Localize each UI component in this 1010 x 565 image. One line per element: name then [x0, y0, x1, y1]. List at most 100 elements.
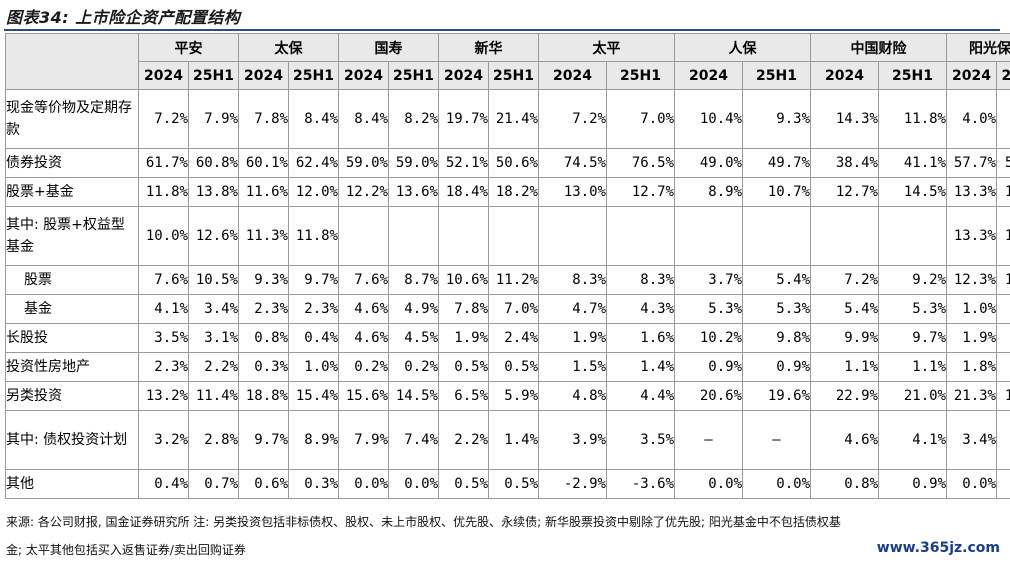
value-cell: 10.4% — [674, 89, 743, 149]
year-header: 25H1 — [288, 61, 339, 90]
year-header: 25H1 — [878, 61, 947, 90]
table-row: 现金等价物及定期存款 7.2% 7.9% 7.8% 8.4% 8.4% 8.2% 19.7% 2… — [5, 89, 1010, 149]
value-cell: 13.6% — [388, 177, 439, 207]
value-cell: 7.0% — [488, 294, 539, 324]
value-cell: 5.4% — [810, 294, 879, 324]
company-header: 国寿 — [338, 33, 439, 62]
value-cell: 21.4% — [488, 89, 539, 149]
value-cell: 9.8% — [742, 323, 811, 353]
value-cell: 9.3% — [238, 265, 289, 295]
value-cell: 1.5% — [538, 352, 607, 382]
value-cell: 0.0% — [338, 469, 389, 499]
value-cell: 0.3% — [238, 352, 289, 382]
company-header-row: 平安太保国寿新华太平人保中国财险阳光保险 — [5, 33, 1010, 90]
value-cell: 9.0% — [996, 89, 1010, 149]
value-cell: 1.6% — [996, 352, 1010, 382]
value-cell: 4.0% — [946, 89, 997, 149]
value-cell: -2.9% — [538, 469, 607, 499]
value-cell: 14.3% — [810, 89, 879, 149]
value-cell: 3.5% — [138, 323, 189, 353]
value-cell: 13.0% — [538, 177, 607, 207]
value-cell: 0.0% — [388, 469, 439, 499]
value-cell: 13.3% — [946, 206, 997, 266]
value-cell: 52.1% — [438, 148, 489, 178]
value-cell: 0.0% — [996, 469, 1010, 499]
value-cell: 19.7% — [438, 89, 489, 149]
value-cell: 60.8% — [188, 148, 239, 178]
value-cell: 3.2% — [138, 410, 189, 470]
value-cell: 38.4% — [810, 148, 879, 178]
value-cell: 11.6% — [238, 177, 289, 207]
year-header: 25H1 — [488, 61, 539, 90]
value-cell: 0.5% — [438, 352, 489, 382]
row-label: 其中: 股票+权益型基金 — [5, 206, 139, 266]
value-cell: 8.7% — [388, 265, 439, 295]
value-cell — [438, 206, 489, 266]
value-cell: 9.7% — [878, 323, 947, 353]
value-cell: 11.3% — [238, 206, 289, 266]
row-label: 投资性房地产 — [5, 352, 139, 382]
value-cell: 13.8% — [188, 177, 239, 207]
value-cell: 5.3% — [878, 294, 947, 324]
table-row: 其他 0.4% 0.7% 0.6% 0.3% 0.0% 0.0% 0.5% 0.5% -2.9% -… — [5, 469, 1010, 499]
value-cell: 0.0% — [946, 469, 997, 499]
year-header: 25H1 — [606, 61, 675, 90]
value-cell: 53.3% — [996, 148, 1010, 178]
value-cell: 1.9% — [538, 323, 607, 353]
value-cell: 11.8% — [138, 177, 189, 207]
value-cell: 5.9% — [488, 381, 539, 411]
row-label: 股票+基金 — [5, 177, 139, 207]
year-header: 2024 — [810, 61, 879, 90]
value-cell: 0.0% — [742, 469, 811, 499]
value-cell: 1.8% — [946, 352, 997, 382]
value-cell: 1.0% — [288, 352, 339, 382]
table-row: 长股投 3.5% 3.1% 0.8% 0.4% 4.6% 4.5% 1.9% 2.4% 1.9% 1… — [5, 323, 1010, 353]
value-cell: 0.4% — [138, 469, 189, 499]
value-cell: 0.5% — [488, 469, 539, 499]
value-cell: 0.9% — [674, 352, 743, 382]
value-cell: 2.8% — [188, 410, 239, 470]
year-header-row: 2024 25H1 2024 25H1 2024 25H1 2024 25H1 2024 25H1… — [6, 61, 1010, 90]
value-cell: 0.9% — [996, 294, 1010, 324]
year-header: 25H1 — [996, 61, 1010, 90]
row-label: 其中: 债权投资计划 — [5, 410, 139, 470]
value-cell: 7.4% — [388, 410, 439, 470]
value-cell: 2.2% — [438, 410, 489, 470]
table-row: 另类投资 13.2% 11.4% 18.8% 15.4% 15.6% 14.5% 6.5% 5.… — [5, 381, 1010, 411]
value-cell: 6.5% — [438, 381, 489, 411]
value-cell: 12.6% — [188, 206, 239, 266]
table-row: 投资性房地产 2.3% 2.2% 0.3% 1.0% 0.2% 0.2% 0.5% 0.5% 1.… — [5, 352, 1010, 382]
value-cell: 50.6% — [488, 148, 539, 178]
row-label: 其他 — [5, 469, 139, 499]
value-cell: 9.3% — [742, 89, 811, 149]
value-cell: 0.9% — [742, 352, 811, 382]
value-cell: 15.1% — [996, 177, 1010, 207]
year-header: 2024 — [338, 61, 389, 90]
row-label: 另类投资 — [5, 381, 139, 411]
value-cell: – — [742, 410, 811, 470]
value-cell: 8.9% — [674, 177, 743, 207]
value-cell: 8.3% — [538, 265, 607, 295]
value-cell — [878, 206, 947, 266]
value-cell: 1.4% — [606, 352, 675, 382]
value-cell: 4.1% — [878, 410, 947, 470]
table-row: 股票+基金 11.8% 13.8% 11.6% 12.0% 12.2% 13.6% 18.4%… — [5, 177, 1010, 207]
value-cell: 10.6% — [438, 265, 489, 295]
value-cell: 21.0% — [878, 381, 947, 411]
value-cell: 7.2% — [538, 89, 607, 149]
value-cell: 4.6% — [810, 410, 879, 470]
value-cell: 1.1% — [878, 352, 947, 382]
value-cell — [388, 206, 439, 266]
figure-title: 图表34: 上市险企资产配置结构 — [6, 8, 241, 27]
value-cell: 0.0% — [674, 469, 743, 499]
value-cell: 7.8% — [438, 294, 489, 324]
value-cell — [674, 206, 743, 266]
value-cell: 5.3% — [674, 294, 743, 324]
value-cell: 3.1% — [188, 323, 239, 353]
value-cell: 41.1% — [878, 148, 947, 178]
value-cell: 2.3% — [138, 352, 189, 382]
value-cell: 1.6% — [606, 323, 675, 353]
value-cell: 74.5% — [538, 148, 607, 178]
row-label: 基金 — [5, 294, 139, 324]
value-cell: 12.2% — [338, 177, 389, 207]
